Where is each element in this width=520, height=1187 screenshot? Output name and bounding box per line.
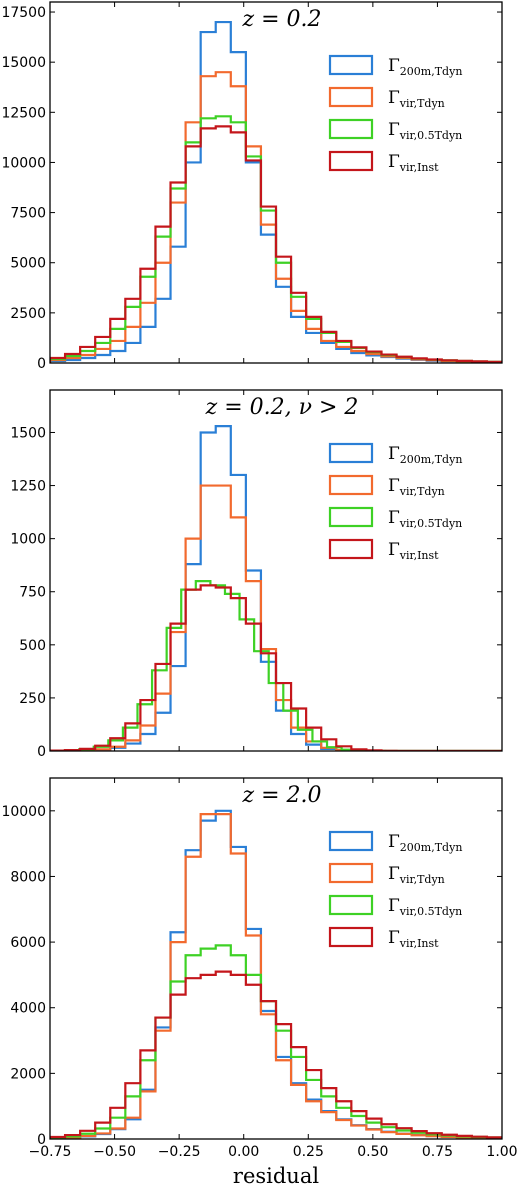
y-tick-label: 4000 bbox=[10, 1001, 46, 1017]
panel-1: 0 2500 5000 7500 10000 12500 15000 17500 z = 0.2… bbox=[1, 1, 503, 372]
panel-3: −0.75 −0.50 −0.25 0.00 0.25 0.50 0.75 1.00 0 2000… bbox=[1, 777, 518, 1187]
panel-title: z = 0.2, ν > 2 bbox=[205, 395, 359, 420]
x-axis-label: residual bbox=[233, 1164, 319, 1187]
axes-frame bbox=[49, 1, 503, 364]
series-line-4 bbox=[50, 970, 502, 1139]
legend-label: Γvir,Inst bbox=[388, 152, 439, 174]
legend-swatch bbox=[328, 150, 374, 172]
y-tick-label: 7500 bbox=[10, 206, 46, 222]
series-line-4 bbox=[50, 584, 502, 751]
y-tick-label: 6000 bbox=[10, 935, 46, 951]
legend-label: Γ200m,Tdyn bbox=[388, 444, 462, 466]
x-tick-label: −0.50 bbox=[93, 1144, 136, 1160]
series-line-2 bbox=[50, 813, 502, 1139]
legend-swatch bbox=[328, 862, 374, 884]
y-tick-label: 0 bbox=[37, 1132, 46, 1148]
legend-swatch bbox=[328, 118, 374, 140]
series-line-1 bbox=[50, 809, 502, 1139]
panel-title: z = 0.2 bbox=[242, 7, 322, 32]
legend-swatch bbox=[328, 506, 374, 528]
y-tick-label: 17500 bbox=[1, 5, 46, 21]
axes-frame bbox=[49, 389, 503, 752]
legend-label: Γvir,0.5Tdyn bbox=[388, 120, 462, 142]
legend-label: Γvir,0.5Tdyn bbox=[388, 896, 462, 918]
x-tick-label: 0.50 bbox=[357, 1144, 388, 1160]
series-line-2 bbox=[50, 484, 502, 751]
legend-label: Γvir,0.5Tdyn bbox=[388, 508, 462, 530]
y-tick-label: 1500 bbox=[10, 425, 46, 441]
legend-label: Γ200m,Tdyn bbox=[388, 56, 462, 78]
legend-swatch bbox=[328, 86, 374, 108]
legend-swatch bbox=[328, 830, 374, 852]
x-tick-label: 0.00 bbox=[228, 1144, 259, 1160]
y-tick-label: 10000 bbox=[1, 155, 46, 171]
legend-swatch bbox=[328, 442, 374, 464]
y-tick-label: 1250 bbox=[10, 479, 46, 495]
legend-swatch bbox=[328, 538, 374, 560]
legend-label: Γvir,Tdyn bbox=[388, 88, 445, 110]
y-tick-label: 10000 bbox=[1, 804, 46, 820]
legend-label: Γvir,Inst bbox=[388, 928, 439, 950]
y-tick-label: 0 bbox=[37, 744, 46, 760]
legend-label: Γvir,Tdyn bbox=[388, 476, 445, 498]
x-tick-label: 0.75 bbox=[422, 1144, 453, 1160]
y-tick-label: 250 bbox=[19, 691, 46, 707]
y-tick-label: 0 bbox=[37, 356, 46, 372]
legend-label: Γvir,Tdyn bbox=[388, 864, 445, 886]
legend-swatch bbox=[328, 894, 374, 916]
y-tick-label: 15000 bbox=[1, 55, 46, 71]
y-tick-label: 500 bbox=[19, 638, 46, 654]
x-tick-label: 0.25 bbox=[293, 1144, 324, 1160]
axes-frame bbox=[49, 777, 503, 1140]
y-tick-label: 2500 bbox=[10, 306, 46, 322]
y-tick-label: 1000 bbox=[10, 532, 46, 548]
x-tick-label: −0.75 bbox=[29, 1144, 72, 1160]
y-tick-label: 12500 bbox=[1, 105, 46, 121]
y-tick-label: 2000 bbox=[10, 1066, 46, 1082]
series-line-1 bbox=[50, 425, 502, 751]
legend-label: Γ200m,Tdyn bbox=[388, 832, 462, 854]
legend-swatch bbox=[328, 54, 374, 76]
x-tick-label: −0.25 bbox=[158, 1144, 201, 1160]
legend-swatch bbox=[328, 474, 374, 496]
y-tick-label: 750 bbox=[19, 585, 46, 601]
panel-title: z = 2.0 bbox=[242, 783, 322, 808]
y-tick-label: 8000 bbox=[10, 869, 46, 885]
panel-2: 0 250 500 750 1000 1250 1500 z = 0.2, ν > 2 Γ200… bbox=[10, 389, 503, 760]
y-tick-label: 5000 bbox=[10, 256, 46, 272]
legend-label: Γvir,Inst bbox=[388, 540, 439, 562]
x-tick-label: 1.00 bbox=[486, 1144, 517, 1160]
legend-swatch bbox=[328, 926, 374, 948]
series-line-4 bbox=[50, 125, 502, 363]
